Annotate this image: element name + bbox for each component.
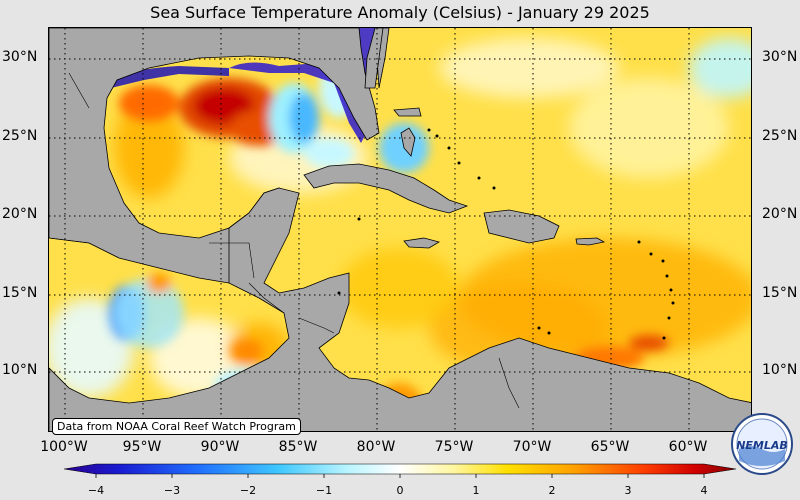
sst-anomaly-map — [48, 27, 752, 432]
colorbar-tick-0: 0 — [396, 484, 404, 497]
lat-label-right-30: 30°N — [762, 49, 798, 65]
colorbar-tick-4: 4 — [700, 484, 708, 497]
colorbar-tick-neg4: −4 — [87, 484, 105, 497]
lat-label-left-15: 15°N — [2, 285, 38, 301]
colorbar-gradient — [63, 463, 737, 475]
land-jamaica — [403, 237, 441, 249]
lat-label-right-15: 15°N — [762, 285, 798, 301]
lon-label-95w: 95°W — [122, 439, 162, 455]
lon-label-60w: 60°W — [668, 439, 708, 455]
lat-label-right-10: 10°N — [762, 362, 798, 378]
map-title: Sea Surface Temperature Anomaly (Celsius… — [150, 3, 650, 22]
colorbar-tick-3: 3 — [624, 484, 632, 497]
lon-label-65w: 65°W — [590, 439, 630, 455]
nemlab-logo: NEMLAB — [731, 413, 793, 475]
colorbar-tick-1: 1 — [472, 484, 480, 497]
logo-text: NEMLAB — [736, 439, 788, 452]
lon-label-75w: 75°W — [434, 439, 474, 455]
colorbar-tick-neg1: −1 — [315, 484, 333, 497]
lat-label-left-20: 20°N — [2, 206, 38, 222]
map-canvas — [49, 28, 751, 431]
data-credit: Data from NOAA Coral Reef Watch Program — [52, 418, 301, 435]
lat-label-left-10: 10°N — [2, 362, 38, 378]
lon-label-80w: 80°W — [356, 439, 396, 455]
colorbar-tick-neg3: −3 — [163, 484, 181, 497]
colorbar-tick-neg2: −2 — [239, 484, 257, 497]
island-arcs — [337, 128, 675, 340]
lat-label-left-30: 30°N — [2, 49, 38, 65]
country-borders — [49, 72, 520, 409]
land-masses — [49, 28, 751, 431]
land-puerto-rico — [575, 237, 606, 246]
lat-label-right-20: 20°N — [762, 206, 798, 222]
colorbar — [63, 463, 737, 478]
colorbar-tick-2: 2 — [548, 484, 556, 497]
land-cuba — [303, 163, 469, 214]
lon-label-90w: 90°W — [200, 439, 240, 455]
lat-label-right-25: 25°N — [762, 128, 798, 144]
lon-label-70w: 70°W — [512, 439, 552, 455]
land-florida — [364, 28, 384, 89]
land-hispaniola — [483, 209, 560, 244]
lon-label-85w: 85°W — [278, 439, 318, 455]
lat-label-left-25: 25°N — [2, 128, 38, 144]
land-north-america — [49, 28, 380, 284]
lon-label-100w: 100°W — [40, 439, 88, 455]
land-central-america — [49, 187, 751, 431]
